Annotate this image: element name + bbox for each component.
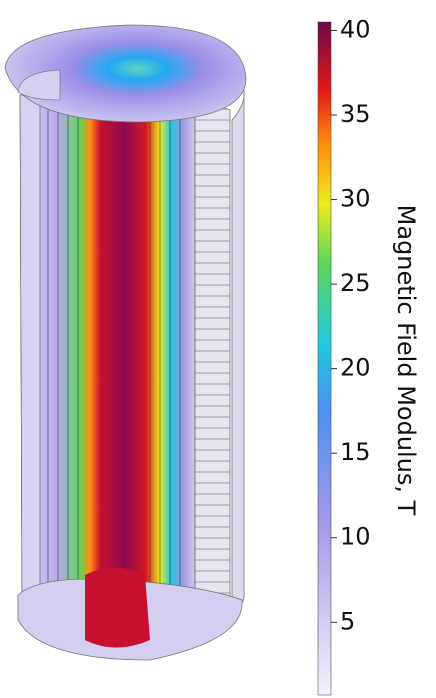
tick-label: 30 bbox=[340, 185, 371, 213]
colorbar bbox=[318, 22, 331, 695]
tick-label: 5 bbox=[340, 607, 355, 635]
tick-label: 40 bbox=[340, 15, 371, 43]
tick-label: 15 bbox=[340, 438, 371, 466]
tick-label: 35 bbox=[340, 100, 371, 128]
tick-label: 20 bbox=[340, 354, 371, 382]
tick-label: 10 bbox=[340, 523, 371, 551]
figure: Magnetic Field Modulus, T 5 10 15 20 25 30 35 4… bbox=[0, 0, 436, 698]
magnet-render bbox=[5, 25, 246, 660]
colorbar-label: Magnetic Field Modulus, T bbox=[392, 205, 420, 516]
tick-label: 25 bbox=[340, 269, 371, 297]
